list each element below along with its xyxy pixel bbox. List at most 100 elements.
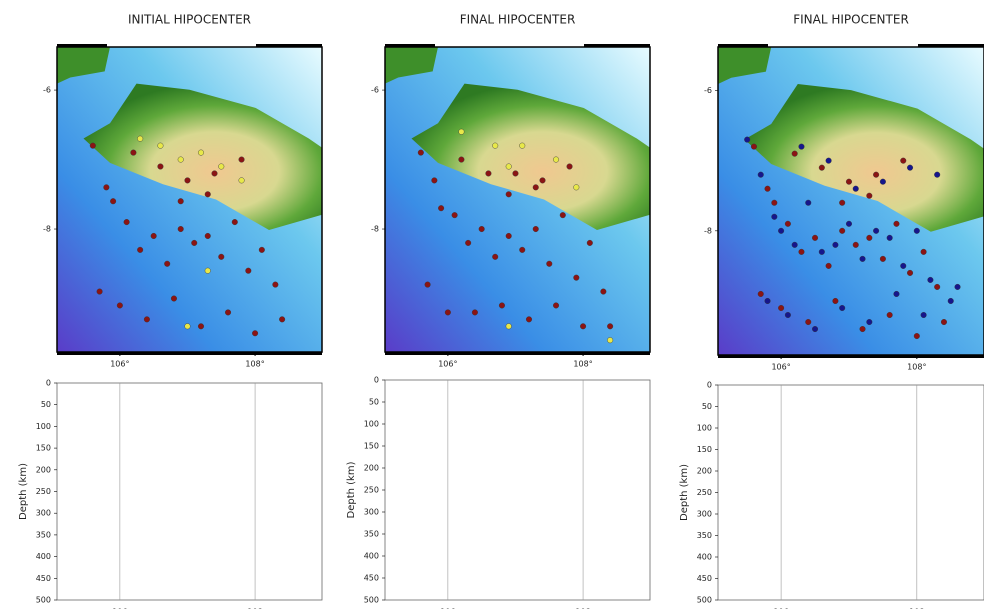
hypocenter-point bbox=[144, 317, 150, 323]
y-tick-label: 300 bbox=[364, 508, 379, 517]
hypocenter-point bbox=[887, 235, 893, 241]
hypocenter-point bbox=[553, 157, 559, 163]
y-tick-label: -8 bbox=[43, 225, 51, 234]
hypocenter-point bbox=[907, 270, 913, 276]
hypocenter-point bbox=[948, 298, 954, 304]
hypocenter-point bbox=[452, 212, 458, 218]
hypocenter-point bbox=[772, 214, 778, 220]
plot-frame bbox=[718, 385, 984, 600]
y-tick-label: 350 bbox=[697, 531, 712, 540]
hypocenter-point bbox=[873, 172, 879, 178]
hypocenter-point bbox=[110, 198, 116, 204]
hypocenter-point bbox=[751, 144, 757, 150]
y-tick-label: 500 bbox=[364, 596, 379, 605]
hypocenter-point bbox=[97, 289, 103, 295]
hypocenter-point bbox=[574, 185, 580, 191]
hypocenter-point bbox=[894, 221, 900, 227]
y-axis-label: Depth (km) bbox=[346, 461, 357, 518]
hypocenter-point bbox=[934, 172, 940, 178]
panel-title: FINAL HIPOCENTER bbox=[460, 13, 576, 27]
y-tick-label: 100 bbox=[697, 424, 712, 433]
hypocenter-point bbox=[833, 242, 839, 248]
frame-bar bbox=[57, 44, 107, 47]
hypocenter-point bbox=[860, 256, 866, 262]
hypocenter-point bbox=[205, 191, 211, 197]
hypocenter-point bbox=[819, 249, 825, 255]
hypocenter-point bbox=[492, 254, 498, 260]
hypocenter-point bbox=[506, 164, 512, 170]
hypocenter-point bbox=[880, 179, 886, 185]
figure: INITIAL HIPOCENTER106°108°-6-8FINAL HIPO… bbox=[0, 0, 984, 609]
y-tick-label: 0 bbox=[46, 379, 51, 388]
hypocenter-point bbox=[867, 319, 873, 325]
y-axis-label: Depth (km) bbox=[679, 464, 690, 521]
y-tick-label: 100 bbox=[364, 420, 379, 429]
hypocenter-point bbox=[778, 228, 784, 234]
hypocenter-point bbox=[198, 150, 204, 156]
hypocenter-point bbox=[459, 129, 465, 135]
y-tick-label: 400 bbox=[697, 553, 712, 562]
y-tick-label: 450 bbox=[697, 574, 712, 583]
hypocenter-point bbox=[914, 228, 920, 234]
hypocenter-point bbox=[833, 298, 839, 304]
frame-bar bbox=[918, 44, 984, 47]
y-tick-label: 300 bbox=[697, 510, 712, 519]
hypocenter-point bbox=[907, 165, 913, 171]
y-tick-label: 50 bbox=[41, 400, 51, 409]
hypocenter-point bbox=[934, 284, 940, 290]
hypocenter-point bbox=[171, 296, 177, 302]
hypocenter-point bbox=[479, 226, 485, 232]
hypocenter-point bbox=[445, 310, 451, 316]
x-tick-label: 106° bbox=[438, 360, 457, 369]
hypocenter-point bbox=[205, 233, 211, 239]
y-tick-label: 50 bbox=[369, 398, 379, 407]
hypocenter-point bbox=[880, 256, 886, 262]
hypocenter-point bbox=[472, 310, 478, 316]
hypocenter-point bbox=[955, 284, 961, 290]
y-tick-label: -6 bbox=[43, 86, 51, 95]
y-tick-label: -8 bbox=[371, 225, 379, 234]
x-tick-label: 108° bbox=[245, 360, 264, 369]
hypocenter-point bbox=[839, 305, 845, 311]
y-tick-label: 200 bbox=[36, 465, 51, 474]
hypocenter-point bbox=[506, 233, 512, 239]
hypocenter-point bbox=[212, 171, 218, 177]
hypocenter-point bbox=[846, 179, 852, 185]
hypocenter-point bbox=[131, 150, 137, 156]
plot-area bbox=[385, 47, 650, 352]
hypocenter-point bbox=[894, 291, 900, 297]
hypocenter-point bbox=[873, 228, 879, 234]
hypocenter-point bbox=[499, 303, 505, 309]
hypocenter-point bbox=[486, 171, 492, 177]
hypocenter-point bbox=[137, 136, 143, 142]
hypocenter-point bbox=[158, 164, 164, 170]
hypocenter-point bbox=[239, 157, 245, 163]
plot-frame bbox=[57, 383, 322, 600]
hypocenter-point bbox=[792, 242, 798, 248]
y-tick-label: 400 bbox=[364, 552, 379, 561]
hypocenter-point bbox=[273, 282, 279, 288]
hypocenter-point bbox=[506, 191, 512, 197]
hypocenter-point bbox=[792, 151, 798, 157]
hypocenter-point bbox=[185, 178, 191, 184]
x-tick-label: 108° bbox=[907, 363, 926, 372]
hypocenter-point bbox=[418, 150, 424, 156]
hypocenter-point bbox=[124, 219, 130, 225]
hypocenter-point bbox=[465, 240, 471, 246]
frame-bar bbox=[256, 44, 322, 47]
hypocenter-point bbox=[137, 247, 143, 253]
hypocenter-point bbox=[744, 137, 750, 143]
hypocenter-point bbox=[178, 226, 184, 232]
y-tick-label: 200 bbox=[364, 464, 379, 473]
hypocenter-point bbox=[425, 282, 431, 288]
hypocenter-point bbox=[846, 221, 852, 227]
hypocenter-point bbox=[164, 261, 170, 267]
y-tick-label: 100 bbox=[36, 422, 51, 431]
y-tick-label: 200 bbox=[697, 467, 712, 476]
frame-bar bbox=[57, 352, 322, 355]
hypocenter-point bbox=[805, 319, 811, 325]
hypocenter-point bbox=[158, 143, 164, 149]
hypocenter-point bbox=[232, 219, 238, 225]
x-tick-label: 106° bbox=[771, 363, 790, 372]
y-tick-label: 0 bbox=[707, 381, 712, 390]
